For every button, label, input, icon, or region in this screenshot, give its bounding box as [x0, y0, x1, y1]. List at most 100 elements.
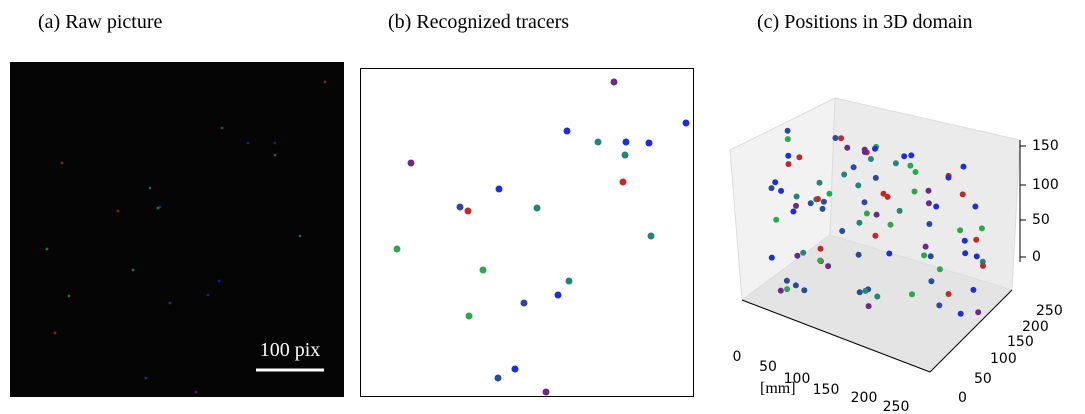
point-3d [907, 163, 913, 169]
y-tick-label: 150 [1007, 334, 1034, 350]
point-3d [818, 246, 824, 252]
raw-dot [149, 187, 152, 190]
tracer-dot [622, 152, 629, 159]
point-3d [881, 191, 887, 197]
x-tick-label: 50 [759, 359, 777, 375]
point-3d [864, 211, 870, 217]
point-3d [962, 238, 968, 244]
point-3d [912, 189, 918, 195]
raw-dot [274, 142, 277, 145]
point-3d [897, 208, 903, 214]
y-tick-label: 200 [1022, 319, 1049, 335]
point-3d [926, 221, 932, 227]
tracer-dot [564, 128, 571, 135]
point-3d [868, 156, 874, 162]
point-3d [958, 311, 964, 317]
point-3d [839, 228, 845, 234]
point-3d [980, 263, 986, 269]
tracer-dot [534, 205, 541, 212]
point-3d [785, 128, 791, 134]
point-3d [975, 309, 981, 315]
tracer-dot [611, 79, 618, 86]
point-3d [866, 303, 872, 309]
point-3d [785, 136, 791, 142]
x-tick-label: 100 [784, 371, 811, 387]
tracer-dot [543, 389, 550, 396]
point-3d [784, 278, 790, 284]
point-3d [923, 244, 929, 250]
point-3d [801, 287, 807, 293]
point-3d [909, 291, 915, 297]
z-tick-label: 0 [1032, 249, 1041, 265]
tracer-dot [466, 313, 473, 320]
point-3d [769, 185, 775, 191]
point-3d [874, 212, 880, 218]
point-3d [800, 250, 806, 256]
x-tick-label: 200 [851, 390, 878, 406]
point-3d [851, 164, 857, 170]
point-3d [957, 227, 963, 233]
scale-bar-label: 100 pix [260, 339, 321, 361]
tracer-frame [361, 69, 694, 397]
tracer-dot [495, 375, 502, 382]
raw-dot [54, 332, 57, 335]
point-3d [790, 209, 796, 215]
tracer-dot [683, 120, 690, 127]
point-3d [913, 169, 919, 175]
point-3d [936, 302, 942, 308]
y-tick-label: 100 [990, 351, 1017, 367]
point-3d [961, 164, 967, 170]
tracer-dot [623, 139, 630, 146]
raw-dot [274, 154, 277, 157]
raw-dot [169, 302, 172, 305]
point-3d [962, 250, 968, 256]
point-3d [785, 153, 791, 159]
tracer-dot [555, 292, 562, 299]
x-tick-label: 250 [883, 399, 910, 414]
point-3d [946, 291, 952, 297]
point-3d [886, 251, 892, 257]
point-3d [928, 253, 934, 259]
raw-dot [117, 210, 120, 213]
tracer-dot [457, 204, 464, 211]
point-3d [808, 200, 814, 206]
point-3d [856, 220, 862, 226]
y-tick-label: 250 [1036, 303, 1063, 319]
point-3d [972, 204, 978, 210]
raw-dot [299, 235, 302, 238]
point-3d [841, 172, 847, 178]
point-3d [874, 294, 880, 300]
point-3d [784, 286, 790, 292]
tracer-dot [465, 208, 472, 215]
point-3d [901, 153, 907, 159]
point-3d [908, 152, 914, 158]
raw-dot [145, 377, 148, 380]
panel-title: (c) Positions in 3D domain [757, 11, 973, 33]
point-3d [857, 289, 863, 295]
figure: (a) Raw picture (b) Recognized tracers (… [0, 0, 1085, 414]
tracer-dot [512, 366, 519, 373]
raw-dot [46, 248, 49, 251]
raw-dot [68, 295, 71, 298]
point-3d [926, 188, 932, 194]
point-3d [794, 253, 800, 259]
point-3d [786, 161, 792, 167]
point-3d [772, 179, 778, 185]
x-tick-label: 0 [733, 349, 742, 365]
tracer-dot [521, 300, 528, 307]
y-tick-label: 0 [958, 390, 967, 406]
point-3d [893, 160, 899, 166]
point-3d [793, 203, 799, 209]
tracer-dot [620, 179, 627, 186]
z-tick-label: 100 [1032, 177, 1059, 193]
point-3d [773, 217, 779, 223]
raw-dot [221, 127, 224, 130]
raw-dot [195, 391, 198, 394]
tracer-dot [646, 140, 653, 147]
point-3d [820, 206, 826, 212]
raw-dot [61, 162, 64, 165]
point-3d [793, 282, 799, 288]
panel-title: (b) Recognized tracers [388, 11, 569, 33]
x-tick-label: 150 [813, 382, 840, 398]
raw-dot [324, 81, 327, 84]
